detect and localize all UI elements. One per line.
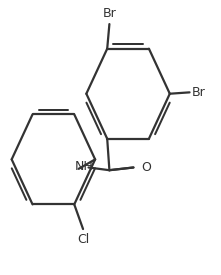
- Text: O: O: [141, 161, 151, 174]
- Text: NH: NH: [75, 160, 93, 173]
- Text: Cl: Cl: [77, 233, 89, 246]
- Text: Br: Br: [103, 7, 116, 20]
- Text: Br: Br: [192, 86, 206, 99]
